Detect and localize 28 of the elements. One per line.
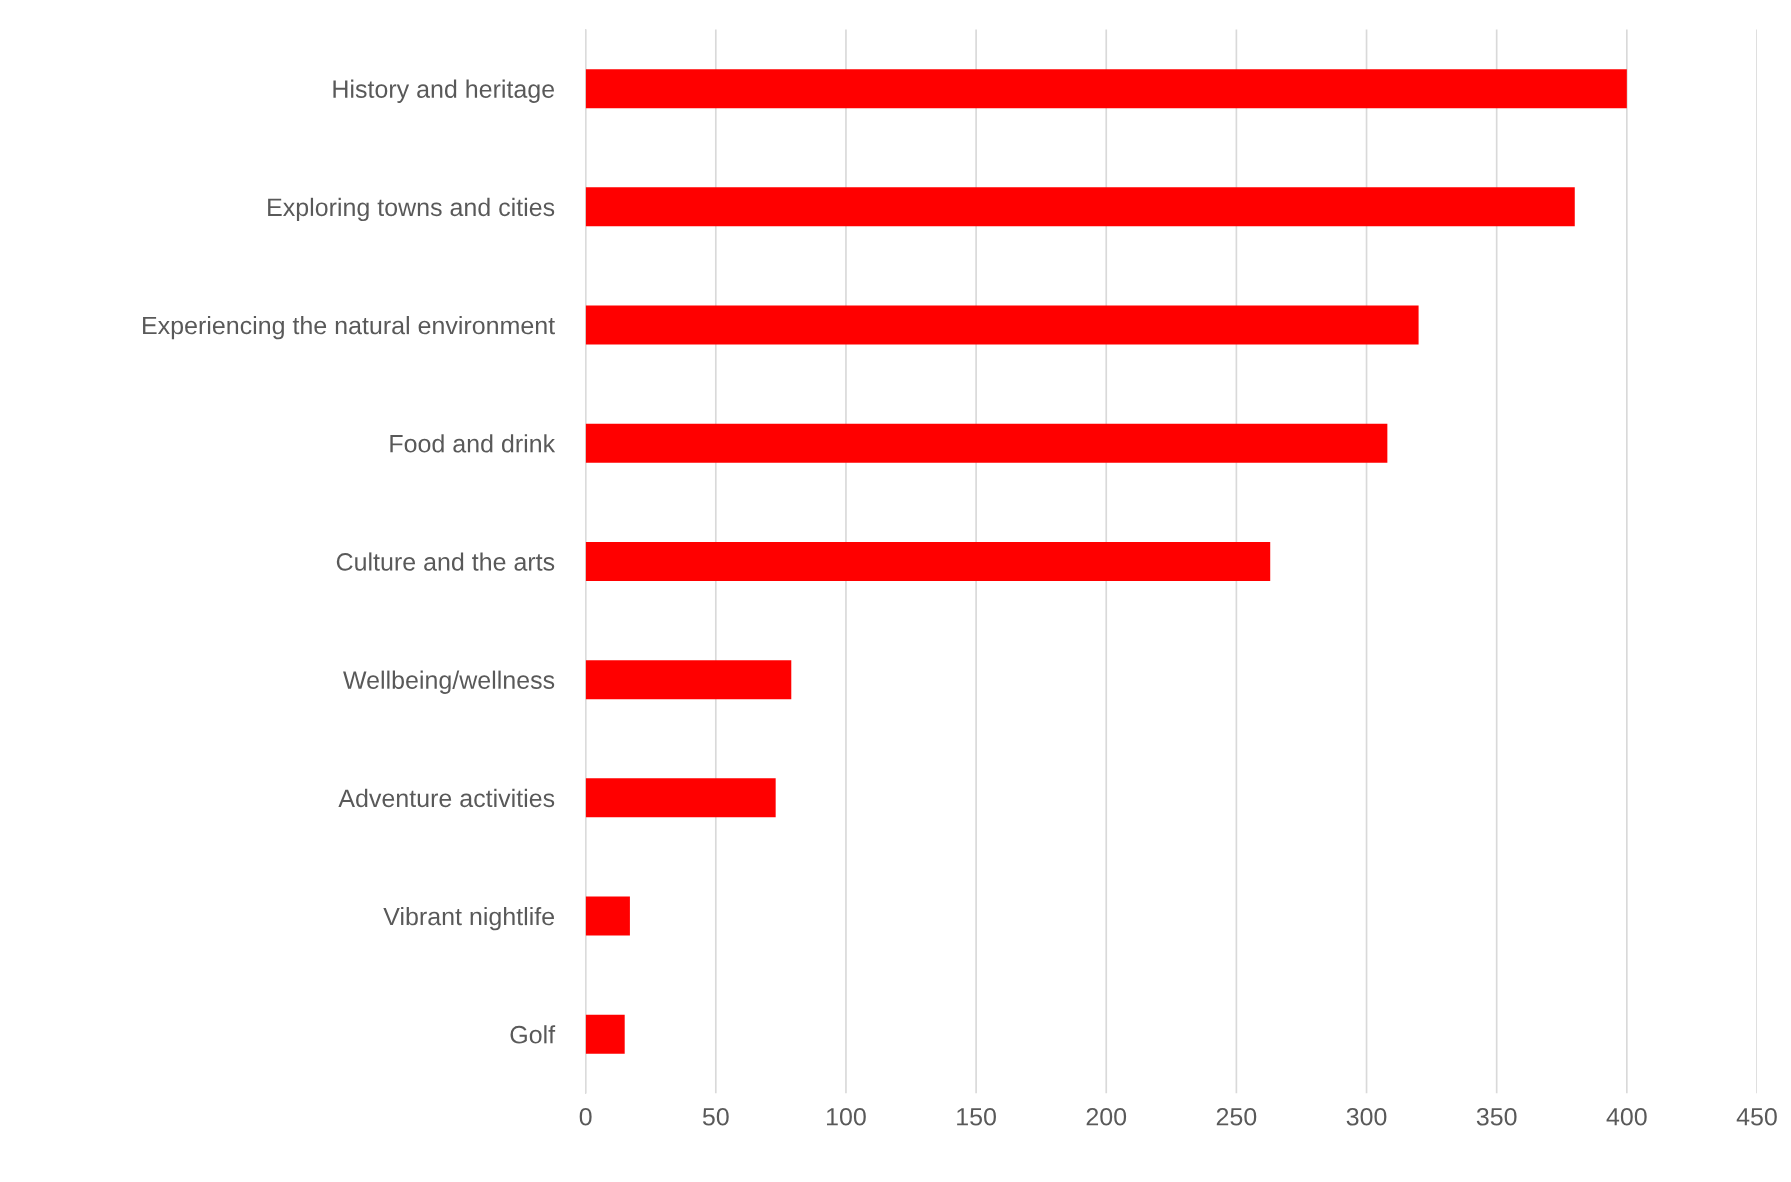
x-tick-label: 250	[1216, 1107, 1257, 1126]
bar	[585, 541, 1271, 581]
y-tick-label: Vibrant nightlife	[383, 906, 554, 931]
bar	[585, 778, 776, 818]
x-tick-label: 0	[579, 1107, 592, 1126]
y-tick-label: Culture and the arts	[336, 552, 555, 571]
x-tick-label: 200	[1086, 1107, 1127, 1126]
x-tick-label: 50	[702, 1107, 729, 1126]
x-tick-label: 150	[957, 1107, 996, 1126]
y-tick-label: Experiencing the natural environment	[143, 315, 555, 340]
x-tick-label: 350	[1476, 1107, 1517, 1126]
y-tick-label: Wellbeing/wellness	[343, 670, 555, 694]
bar	[585, 896, 630, 936]
x-tick-label: 450	[1736, 1107, 1777, 1126]
y-tick-label: Food and drink	[390, 434, 556, 453]
bar	[585, 305, 1419, 345]
x-tick-label: 400	[1606, 1107, 1647, 1126]
bar	[585, 660, 792, 700]
y-tick-label: Exploring towns and cities	[268, 197, 555, 222]
y-tick-label: Adventure activities	[338, 788, 555, 808]
y-tick-label: History and heritage	[333, 79, 555, 103]
x-tick-label: 300	[1346, 1107, 1387, 1126]
bar	[585, 69, 1627, 109]
x-tick-label: 100	[827, 1107, 866, 1126]
bar	[585, 1014, 625, 1054]
y-tick-label: Golf	[510, 1025, 556, 1044]
bar	[585, 423, 1388, 463]
bar	[585, 187, 1575, 227]
